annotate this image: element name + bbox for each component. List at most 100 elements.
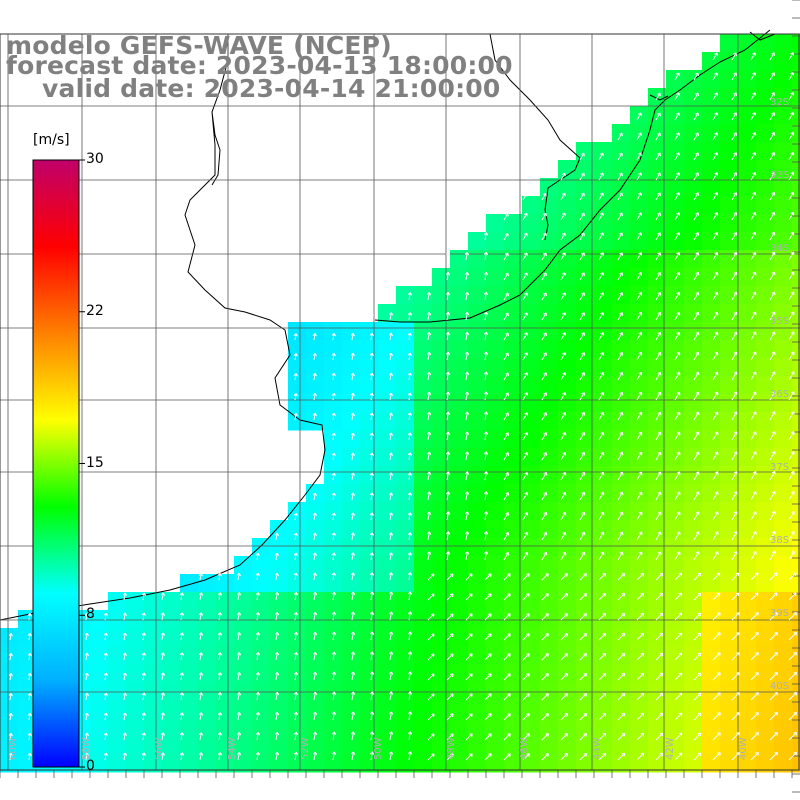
wind-cell	[126, 610, 145, 629]
wind-cell	[486, 448, 505, 467]
wind-cell	[558, 340, 577, 359]
wind-cell	[522, 250, 541, 269]
wind-arrow	[731, 732, 740, 741]
wind-arrow	[388, 631, 394, 641]
wind-cell	[792, 106, 800, 125]
wind-cell	[612, 754, 631, 773]
wind-cell	[630, 178, 649, 197]
wind-arrow	[369, 352, 374, 361]
wind-cell	[630, 196, 649, 215]
wind-arrow	[712, 672, 721, 681]
wind-cell	[684, 412, 703, 431]
wind-cell	[738, 340, 757, 359]
wind-cell	[144, 664, 163, 683]
wind-cell	[684, 358, 703, 377]
wind-arrow	[198, 592, 204, 601]
wind-cell	[468, 520, 487, 539]
wind-arrow	[350, 552, 356, 561]
wind-cell	[666, 106, 685, 125]
wind-arrow	[712, 351, 719, 361]
wind-arrow	[445, 272, 451, 281]
wind-cell	[450, 340, 469, 359]
wind-arrow	[750, 152, 757, 161]
wind-cell	[108, 628, 127, 647]
wind-cell	[504, 538, 523, 557]
wind-cell	[720, 142, 739, 161]
wind-cell	[414, 574, 433, 593]
wind-cell	[738, 250, 757, 269]
wind-cell	[18, 646, 37, 665]
wind-arrow	[255, 572, 260, 581]
wind-arrow	[769, 712, 778, 721]
wind-cell	[234, 592, 253, 611]
wind-arrow	[312, 631, 318, 641]
wind-cell	[756, 268, 775, 287]
wind-cell	[414, 322, 433, 341]
wind-cell	[612, 448, 631, 467]
wind-arrow	[788, 112, 795, 121]
wind-cell	[288, 592, 307, 611]
wind-cell	[558, 502, 577, 521]
wind-arrow	[293, 631, 299, 641]
wind-cell	[198, 718, 217, 737]
wind-arrow	[407, 492, 413, 501]
wind-arrow	[712, 511, 719, 521]
wind-arrow	[388, 751, 394, 761]
wind-arrow	[731, 271, 738, 281]
wind-cell	[630, 232, 649, 251]
wind-arrow	[503, 733, 511, 741]
wind-arrow	[369, 472, 375, 481]
wind-cell	[666, 628, 685, 647]
wind-arrow	[388, 731, 394, 741]
wind-cell	[234, 574, 253, 593]
wind-cell	[594, 556, 613, 575]
wind-cell	[594, 466, 613, 485]
wind-arrow	[464, 451, 470, 461]
wind-cell	[756, 376, 775, 395]
wind-arrow	[617, 612, 626, 621]
wind-arrow	[122, 692, 128, 701]
wind-arrow	[103, 672, 108, 681]
wind-arrow	[198, 612, 204, 621]
wind-arrow	[693, 132, 699, 141]
wind-arrow	[788, 751, 798, 761]
wind-arrow	[503, 613, 511, 621]
wind-cell	[522, 574, 541, 593]
wind-arrow	[464, 251, 470, 261]
wind-arrow	[617, 312, 624, 321]
wind-arrow	[122, 652, 128, 661]
wind-cell	[342, 520, 361, 539]
wind-cell	[792, 322, 800, 341]
wind-cell	[468, 736, 487, 755]
wind-cell	[540, 574, 559, 593]
longitude-label: 54W	[227, 737, 238, 760]
wind-arrow	[198, 712, 204, 721]
wind-cell	[738, 268, 757, 287]
wind-cell	[792, 556, 800, 575]
wind-arrow	[579, 392, 586, 401]
wind-cell	[684, 556, 703, 575]
wind-arrow	[769, 672, 778, 681]
wind-arrow	[141, 672, 147, 681]
wind-cell	[162, 718, 181, 737]
wind-arrow	[731, 592, 740, 601]
wind-cell	[576, 556, 595, 575]
wind-cell	[378, 448, 397, 467]
wind-arrow	[8, 693, 13, 701]
wind-arrow	[293, 651, 299, 661]
wind-arrow	[522, 512, 529, 521]
wind-cell	[450, 304, 469, 323]
wind-arrow	[598, 712, 607, 721]
wind-cell	[756, 70, 775, 89]
wind-cell	[792, 574, 800, 593]
wind-arrow	[655, 752, 664, 761]
wind-arrow	[407, 312, 413, 321]
wind-arrow	[464, 511, 470, 521]
wind-cell	[594, 448, 613, 467]
wind-cell	[468, 412, 487, 431]
wind-cell	[378, 646, 397, 665]
wind-cell	[648, 628, 667, 647]
wind-arrow	[312, 392, 317, 401]
wind-arrow	[731, 431, 738, 441]
wind-cell	[774, 304, 793, 323]
